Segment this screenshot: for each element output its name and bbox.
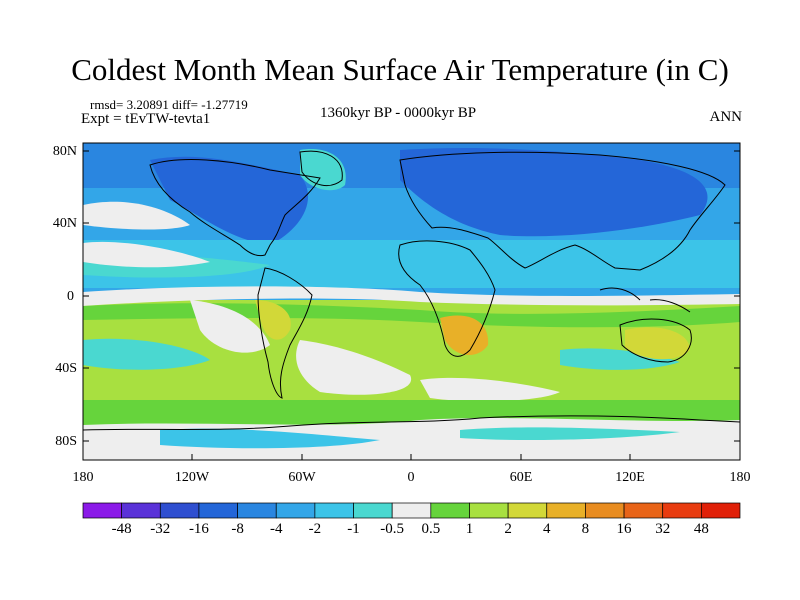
- colorbar-swatch-5: [275, 502, 316, 519]
- colorbar-label-4: -4: [270, 521, 283, 537]
- colorbar-label-13: 16: [617, 521, 633, 537]
- lat-ticks: [83, 150, 740, 442]
- coast-south-america: [257, 267, 313, 399]
- field-north-pacific-neutral: [83, 201, 190, 230]
- colorbar-swatch-13: [585, 502, 625, 519]
- colorbar-swatch-14: [623, 502, 664, 519]
- colorbar-label-9: 1: [466, 521, 474, 537]
- colorbar-swatch-16: [701, 502, 741, 519]
- lon-tick-180-west: 180: [73, 470, 94, 485]
- colorbar-swatch-3: [198, 502, 238, 519]
- colorbar-swatch-7: [353, 502, 393, 519]
- field-south-atlantic-neutral: [296, 340, 412, 395]
- field-southern-africa-warm: [440, 315, 489, 356]
- colorbar-label-12: 8: [582, 521, 590, 537]
- season-label: ANN: [709, 109, 743, 125]
- colorbar-label-1: -32: [150, 521, 170, 537]
- experiment-label: Expt = tEvTW-tevta1: [81, 111, 211, 127]
- period-label: 1360kyr BP - 0000kyr BP: [320, 105, 477, 121]
- lat-tick-40n: 40N: [53, 216, 77, 231]
- field-subtropical-green: [83, 303, 740, 328]
- coastlines: [83, 150, 740, 431]
- colorbar-swatch-11: [507, 502, 548, 519]
- colorbar-label-0: -48: [112, 521, 132, 537]
- colorbar: -48 -32 -16 -8 -4 -2 -1 -0.5 0.5 1 2 4 8 16 32 48: [82, 502, 741, 537]
- colorbar-swatch-4: [237, 502, 277, 519]
- coast-eurasia: [399, 151, 726, 271]
- lon-tick-120e: 120E: [615, 470, 645, 485]
- lat-tick-0: 0: [67, 289, 74, 304]
- field-south-america-warm: [255, 300, 291, 340]
- lon-tick-0: 0: [408, 470, 415, 485]
- lat-tick-80s: 80S: [55, 434, 77, 449]
- field-antarctic-teal: [460, 427, 680, 440]
- colorbar-label-8: 0.5: [421, 521, 440, 537]
- colorbar-label-3: -8: [231, 521, 244, 537]
- colorbar-label-2: -16: [189, 521, 209, 537]
- colorbar-label-11: 4: [543, 521, 551, 537]
- field-antarctic-cyan: [160, 428, 380, 449]
- lat-tick-40s: 40S: [55, 361, 77, 376]
- coast-africa: [398, 240, 496, 357]
- colorbar-swatch-2: [159, 502, 200, 519]
- lat-tick-80n: 80N: [53, 144, 77, 159]
- colorbar-swatch-9: [430, 502, 470, 519]
- field-east-pacific-neutral: [83, 241, 210, 268]
- lon-tick-180-east: 180: [730, 470, 751, 485]
- lon-tick-60w: 60W: [288, 470, 316, 485]
- coast-maritime-continent: [599, 287, 691, 313]
- lon-tick-120w: 120W: [175, 470, 210, 485]
- coast-australia: [619, 318, 692, 363]
- field-australia-warm: [625, 327, 690, 360]
- colorbar-label-7: -0.5: [380, 521, 404, 537]
- field-south-indian-neutral: [420, 377, 560, 402]
- field-south-pacific-teal: [83, 338, 210, 370]
- field-eurasia-cold: [400, 148, 708, 237]
- colorbar-label-14: 32: [655, 521, 670, 537]
- colorbar-swatch-10: [469, 502, 509, 519]
- field-greenland: [300, 149, 346, 191]
- colorbar-swatch-0: [82, 502, 122, 519]
- field-equator-neutral: [83, 286, 740, 306]
- colorbar-label-5: -2: [309, 521, 322, 537]
- lon-tick-60e: 60E: [510, 470, 533, 485]
- field-north-america-cold: [150, 156, 309, 245]
- colorbar-label-15: 48: [694, 521, 709, 537]
- field-indian-ocean-teal: [560, 348, 680, 370]
- colorbar-swatch-15: [662, 502, 702, 519]
- colorbar-swatch-12: [546, 502, 586, 519]
- colorbar-swatch-8: [391, 502, 432, 519]
- colorbar-swatch-6: [314, 502, 354, 519]
- field-south-pacific-neutral: [190, 300, 270, 353]
- temperature-field: [83, 143, 740, 460]
- map-title: Coldest Month Mean Surface Air Temperatu…: [71, 52, 729, 87]
- lon-ticks: [191, 454, 631, 460]
- colorbar-label-10: 2: [504, 521, 512, 537]
- stats-label: rmsd= 3.20891 diff= -1.27719: [90, 97, 248, 112]
- colorbar-swatch-1: [121, 502, 161, 519]
- coast-greenland: [299, 150, 343, 187]
- coast-antarctica: [83, 415, 740, 431]
- coast-north-america: [149, 159, 321, 257]
- colorbar-label-6: -1: [347, 521, 360, 537]
